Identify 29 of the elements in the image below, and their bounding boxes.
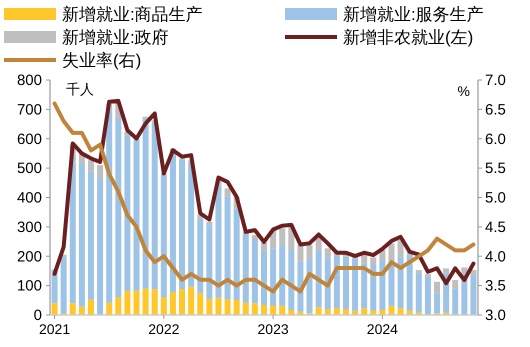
x-tick-label: 2023 (258, 321, 289, 337)
y2-tick-label: 3.0 (485, 307, 506, 324)
x-tick-label: 2024 (366, 321, 398, 337)
legend-label: 新增非农就业(左) (343, 28, 474, 47)
legend-label: 新增就业:政府 (62, 28, 169, 47)
y2-tick-label: 7.0 (485, 72, 506, 89)
y2-tick-label: 4.5 (485, 218, 506, 236)
y2-tick-label: 3.5 (485, 278, 506, 295)
y2-axis-title: % (458, 83, 470, 99)
y2-tick-label: 5.0 (485, 190, 506, 206)
y-tick-label: 400 (16, 190, 42, 206)
y-tick-label: 0 (34, 307, 42, 324)
y2-tick-label: 6.5 (485, 101, 506, 118)
y-tick-label: 200 (16, 248, 42, 266)
y-axis-title: 千人 (66, 81, 94, 97)
x-tick-label: 2022 (148, 321, 180, 337)
legend-label: 新增就业:商品生产 (62, 5, 203, 24)
y-tick-label: 800 (16, 72, 42, 89)
y-tick-label: 100 (16, 278, 42, 295)
y-tick-label: 300 (16, 218, 42, 236)
y-tick-label: 700 (16, 101, 42, 118)
y2-tick-label: 5.5 (485, 160, 506, 178)
y-tick-label: 500 (16, 160, 42, 178)
legend-label: 失业率(右) (62, 51, 142, 70)
y2-tick-label: 4.0 (485, 248, 506, 266)
x-tick-label: 2021 (38, 321, 70, 337)
y2-tick-label: 6.0 (485, 130, 506, 148)
y-tick-label: 600 (16, 130, 42, 148)
legend-label: 新增就业:服务生产 (343, 5, 484, 24)
